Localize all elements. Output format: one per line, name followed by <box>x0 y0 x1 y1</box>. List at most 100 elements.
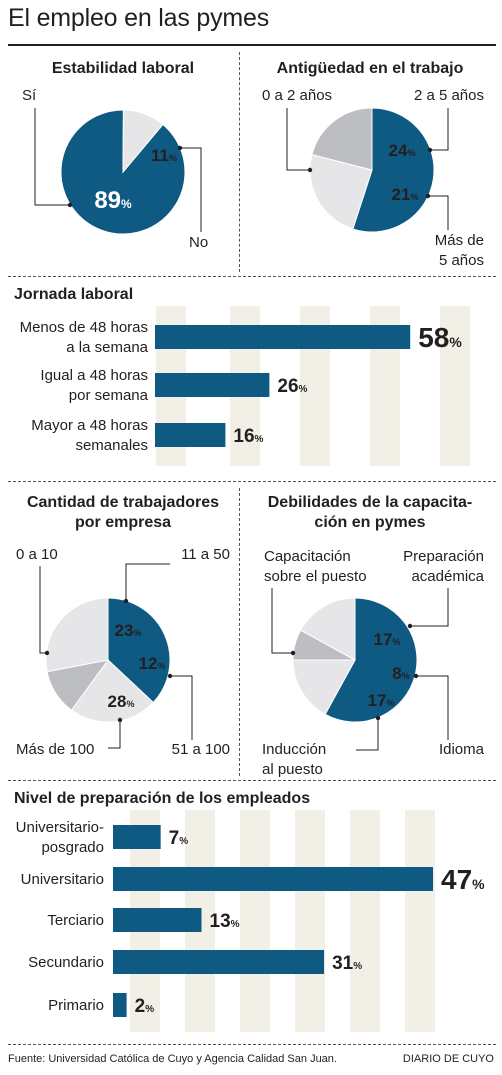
divider-horizontal-3 <box>8 780 496 781</box>
trabajadores-pie-value-3: 28% <box>108 692 135 711</box>
jornada-category-1-1: por semana <box>69 387 149 404</box>
jornada-category-2-0: Mayor a 48 horas <box>31 417 148 434</box>
antiguedad-leader-b-dot <box>427 147 433 153</box>
antiguedad-leader-a-dot <box>307 167 313 173</box>
antiguedad-pie-slice-0 <box>352 107 435 233</box>
debilidades-label-preparacion-line2: académica <box>411 568 484 585</box>
jornada-value-2: 16% <box>233 426 263 447</box>
trabajadores-leader-a-dot <box>44 650 50 656</box>
antiguedad-leader-a <box>286 108 310 171</box>
debilidades-leader-d-dot <box>375 715 381 721</box>
trabajadores-title-line2: por empresa <box>74 514 172 531</box>
trabajadores-leader-c <box>170 675 193 740</box>
nivel-stripe-4 <box>350 810 380 1032</box>
trabajadores-leader-a <box>39 566 47 654</box>
nivel-value-2: 13% <box>210 911 240 932</box>
debilidades-title-line2: ción en pymes <box>314 514 426 531</box>
jornada-value-0: 58% <box>418 322 462 353</box>
antiguedad-pie-slice-2 <box>311 107 373 171</box>
trabajadores-pie-slice-1 <box>70 659 154 723</box>
nivel-category-2-0: Terciario <box>47 912 104 929</box>
nivel-value-1: 47% <box>441 864 485 895</box>
jornada-bar-0 <box>155 325 411 349</box>
divider-horizontal-2 <box>8 481 496 482</box>
debilidades-label-capacitacion: Capacitación sobre el puesto <box>264 547 367 587</box>
nivel-category-1-0: Universitario <box>21 871 104 888</box>
nivel-category-0-1: posgrado <box>41 839 104 856</box>
trabajadores-title-line1: Cantidad de trabajadores <box>26 494 220 511</box>
estabilidad-title: Estabilidad laboral <box>51 60 195 77</box>
debilidades-leader-b <box>410 588 449 627</box>
trabajadores-leader-b-dot <box>123 598 129 604</box>
antiguedad-label-mas5: Más de 5 años <box>420 231 484 271</box>
nivel-bar-3 <box>113 950 325 974</box>
jornada-title: Jornada laboral <box>14 286 134 303</box>
trabajadores-leader-d-dot <box>117 717 123 723</box>
debilidades-label-capacitacion-line1: Capacitación <box>264 548 351 565</box>
nivel-stripe-3 <box>295 810 325 1032</box>
nivel-bar-1 <box>113 867 433 891</box>
debilidades-label-idioma: Idioma <box>438 741 484 758</box>
antiguedad-label-0a2: 0 a 2 años <box>262 87 333 104</box>
debilidades-leader-d <box>356 718 379 751</box>
estabilidad-leader-si-dot <box>67 202 73 208</box>
divider-horizontal-1 <box>8 276 496 277</box>
footer-rule <box>8 1044 496 1045</box>
estabilidad-leader-si <box>34 108 70 206</box>
nivel-category-0-0: Universitario- <box>16 819 104 836</box>
debilidades-label-capacitacion-line2: sobre el puesto <box>264 568 367 585</box>
jornada-bar-2 <box>155 423 226 447</box>
trabajadores-title: Cantidad de trabajadores por empresa <box>8 493 238 533</box>
antiguedad-title: Antigüedad en el trabajo <box>276 60 464 77</box>
nivel-bar-0 <box>113 825 161 849</box>
nivel-bar-4 <box>113 993 127 1017</box>
nivel-bar-2 <box>113 908 202 932</box>
debilidades-label-induccion-line2: al puesto <box>262 761 323 778</box>
trabajadores-label-11a50: 11 a 50 <box>181 546 230 563</box>
debilidades-title: Debilidades de la capacita- ción en pyme… <box>245 493 495 533</box>
jornada-category-0-1: a la semana <box>66 339 148 356</box>
nivel-value-3: 31% <box>332 953 362 974</box>
debilidades-leader-b-dot <box>407 623 413 629</box>
antiguedad-leader-c-dot <box>425 193 431 199</box>
antiguedad-label-2a5: 2 a 5 años <box>413 87 484 104</box>
antiguedad-pie-slice-1 <box>309 153 373 230</box>
jornada-bar-1 <box>155 373 270 397</box>
estabilidad-label-no: No <box>189 234 209 251</box>
nivel-category-4-0: Primario <box>48 997 104 1014</box>
antiguedad-pie-value-2: 21% <box>392 185 419 204</box>
estabilidad-pie-slice-1 <box>122 109 164 174</box>
trabajadores-leader-d <box>108 720 121 749</box>
debilidades-pie-value-3: 17% <box>368 691 395 710</box>
page-title: El empleo en las pymes <box>8 4 270 32</box>
estabilidad-leader-no <box>180 147 202 232</box>
jornada-stripe-4 <box>440 306 470 466</box>
debilidades-label-induccion: Inducción al puesto <box>262 740 326 780</box>
estabilidad-pie-value-0: 89% <box>94 187 132 214</box>
jornada-category-0-0: Menos de 48 horas <box>20 319 148 336</box>
debilidades-label-preparacion-line1: Preparación <box>403 548 484 565</box>
antiguedad-pie-value-1: 24% <box>389 141 416 160</box>
divider-vertical-top <box>239 52 240 272</box>
jornada-value-1: 26% <box>277 376 307 397</box>
antiguedad-leader-c <box>428 195 449 230</box>
nivel-category-3-0: Secundario <box>28 954 104 971</box>
debilidades-title-line1: Debilidades de la capacita- <box>267 494 473 511</box>
trabajadores-pie-slice-3 <box>45 597 109 673</box>
nivel-stripe-5 <box>405 810 435 1032</box>
trabajadores-leader-c-dot <box>167 673 173 679</box>
nivel-stripe-2 <box>240 810 270 1032</box>
debilidades-label-preparacion: Preparación académica <box>390 547 484 587</box>
debilidades-label-induccion-line1: Inducción <box>262 741 327 758</box>
divider-vertical-mid <box>239 488 240 776</box>
footer-brand: DIARIO DE CUYO <box>402 1053 494 1065</box>
antiguedad-label-mas5-line1: Más de <box>434 232 484 249</box>
antiguedad-leader-b <box>430 108 449 151</box>
footer-source: Fuente: Universidad Católica de Cuyo y A… <box>8 1053 337 1065</box>
nivel-title: Nivel de preparación de los empleados <box>14 790 311 807</box>
estabilidad-label-si: Sí <box>22 87 37 104</box>
debilidades-leader-c-dot <box>413 673 419 679</box>
trabajadores-label-0a10: 0 a 10 <box>16 546 58 563</box>
debilidades-pie-value-2: 8% <box>392 664 409 683</box>
